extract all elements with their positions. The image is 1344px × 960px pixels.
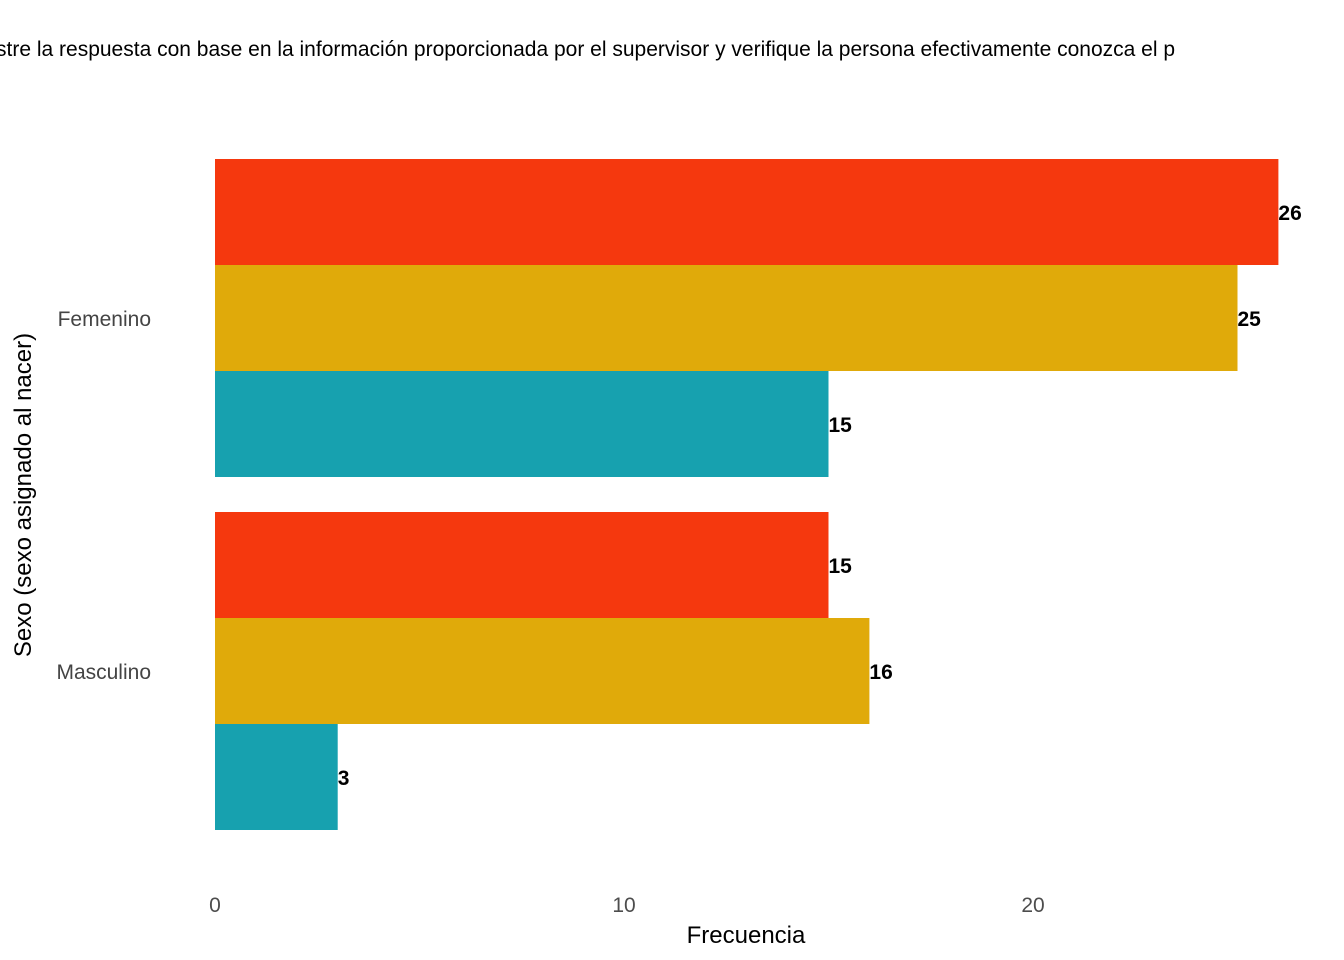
x-axis-title: Frecuencia [687,922,806,949]
data-label-femenino-2: 25 [1238,308,1262,331]
x-tick-labels: 0 10 20 [209,894,1045,917]
category-labels: Femenino Masculino [56,308,151,684]
bar-femenino-3 [215,371,829,477]
data-label-femenino-1: 26 [1278,202,1301,225]
data-label-masculino-3: 3 [338,767,350,790]
data-label-masculino-2: 16 [869,661,892,684]
data-label-femenino-3: 15 [829,414,853,437]
data-label-masculino-1: 15 [829,555,853,578]
x-tick-label: 20 [1021,894,1044,917]
bar-masculino-3 [215,724,338,830]
y-axis-title: Sexo (sexo asignado al nacer) [10,333,37,657]
chart-title: stre la respuesta con base en la informa… [0,38,1175,61]
bars-group: 26 25 15 15 16 3 [215,159,1302,830]
bar-masculino-2 [215,618,870,724]
bar-femenino-2 [215,265,1238,371]
bar-masculino-1 [215,512,829,618]
category-label-femenino: Femenino [58,308,151,331]
category-label-masculino: Masculino [56,661,151,684]
bar-femenino-1 [215,159,1279,265]
x-tick-label: 10 [612,894,635,917]
x-tick-label: 0 [209,894,221,917]
